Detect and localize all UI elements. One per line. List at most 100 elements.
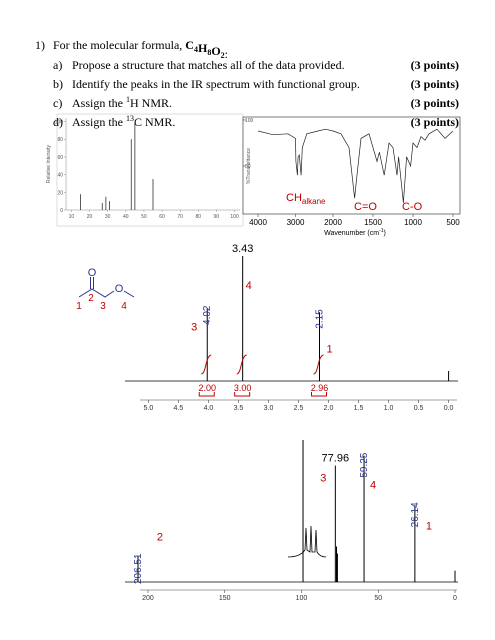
x-tick-label: 1.5 <box>354 405 364 412</box>
part-after: C NMR. <box>134 115 175 129</box>
part-text: Assign the 1H NMR. <box>72 95 172 110</box>
assignment-label: 1 <box>426 520 432 532</box>
x-tick-label: 0.0 <box>444 405 454 412</box>
x-tick-label: 3000 <box>287 218 305 227</box>
atom-label: O <box>115 283 124 295</box>
x-tick-label: 0 <box>453 595 457 602</box>
position-label: 1 <box>76 301 82 312</box>
part-letter: c) <box>53 96 62 110</box>
bond <box>123 290 135 298</box>
x-tick-label: 80 <box>196 214 202 220</box>
formula-count: 2 <box>221 51 225 60</box>
integral-curve <box>236 354 247 375</box>
x-tick-label: 20 <box>87 214 93 220</box>
x-tick-label: 100 <box>296 595 308 602</box>
formula-element: C <box>185 38 194 52</box>
x-axis-label: Wavenumber (cm-1) <box>324 228 386 237</box>
y-tick-label: 60 <box>57 155 63 161</box>
formula-element: O <box>211 44 220 58</box>
position-label: 2 <box>88 293 94 304</box>
y-axis-label: %Transmittance <box>246 148 252 184</box>
peak-label: 2.15 <box>315 309 326 329</box>
x-tick-label: 200 <box>142 595 154 602</box>
x-axis-label-sup: -1 <box>379 228 384 234</box>
integral-label: 2.96 <box>311 383 329 393</box>
x-tick-label: 4000 <box>249 218 267 227</box>
peak-label: 77.96 <box>322 453 350 465</box>
assignment-label: 4 <box>246 280 252 292</box>
part-body: Assign the <box>72 96 123 110</box>
x-axis-label-end: ) <box>384 230 386 237</box>
part-body: Assign the <box>72 115 123 129</box>
part-sup: 1 <box>126 95 130 104</box>
question-intro: For the molecular formula, <box>53 38 182 52</box>
x-tick-label: 90 <box>214 214 220 220</box>
assignment-label: 1 <box>326 343 332 355</box>
x-tick-label: 500 <box>446 218 460 227</box>
structure-bonds <box>78 277 135 298</box>
peak-label: 3.43 <box>232 243 253 255</box>
ir-annotation-sub: alkane <box>302 197 326 206</box>
y-axis-label: Relative Intensity <box>46 144 52 183</box>
part-text: Assign the 13C NMR. <box>72 114 175 129</box>
assignment-label: 2 <box>157 531 163 543</box>
x-tick-label: 1000 <box>404 218 422 227</box>
peak-label: 206.51 <box>133 553 144 584</box>
atom-label: O <box>88 267 97 279</box>
x-axis-label-main: Wavenumber (cm <box>324 230 379 237</box>
formula-element: H <box>198 41 208 55</box>
formula-count: 4 <box>194 45 198 54</box>
part-text: Propose a structure that matches all of … <box>72 58 345 72</box>
ir-annotation: CHalkane <box>286 192 326 206</box>
x-tick-label: 2.5 <box>294 405 304 412</box>
part-letter: a) <box>53 58 62 72</box>
position-label: 3 <box>100 301 106 312</box>
x-tick-label: 50 <box>141 214 147 220</box>
integral-curve <box>313 354 324 375</box>
part-text: Identify the peaks in the IR spectrum wi… <box>72 77 360 91</box>
question-end: : <box>225 47 228 61</box>
x-tick-label: 2000 <box>324 218 342 227</box>
ms-panel <box>56 113 244 227</box>
part-points: (3 points) <box>411 115 459 129</box>
x-tick-label: 1.0 <box>384 405 394 412</box>
c-nmr-inset <box>287 525 327 558</box>
x-tick-label: 70 <box>177 214 183 220</box>
part-body: Identify the peaks in the IR spectrum wi… <box>72 77 360 91</box>
ir-annotation: C-O <box>402 201 423 213</box>
assignment-label: 3 <box>320 473 326 485</box>
question-text: For the molecular formula, C4H8O2: <box>53 38 228 61</box>
x-tick-label: 0.5 <box>414 405 424 412</box>
peak-label: 4.02 <box>202 305 213 325</box>
part-letter: b) <box>53 77 63 91</box>
x-tick-label: 50 <box>374 595 382 602</box>
x-tick-label: 4.0 <box>204 405 214 412</box>
bond <box>78 288 115 298</box>
peak-label: 59.25 <box>359 452 370 477</box>
peak-label: 26.14 <box>410 502 421 527</box>
x-tick-label: 60 <box>159 214 165 220</box>
assignment-label: 4 <box>370 480 376 492</box>
x-tick-label: 30 <box>105 214 111 220</box>
y-tick-label: 80 <box>57 137 63 143</box>
part-points: (3 points) <box>411 96 459 110</box>
part-after: H NMR. <box>130 96 172 110</box>
x-tick-label: 1500 <box>364 218 382 227</box>
x-tick-label: 3.5 <box>234 405 244 412</box>
x-tick-label: 10 <box>69 214 75 220</box>
x-tick-label: 4.5 <box>174 405 184 412</box>
x-tick-label: 5.0 <box>144 405 154 412</box>
integral-bracket <box>311 392 328 397</box>
part-letter: d) <box>53 115 63 129</box>
ir-annotation-main: CH <box>286 192 302 204</box>
y-tick-label: 100 <box>55 120 64 126</box>
inset-trace <box>287 525 327 558</box>
x-tick-label: 100 <box>230 214 239 220</box>
formula-count: 8 <box>207 48 211 57</box>
y-tick-label: 100 <box>245 118 254 124</box>
y-tick-label: 0 <box>60 208 63 214</box>
x-tick-label: 3.0 <box>264 405 274 412</box>
y-tick-label: 50 <box>245 164 251 170</box>
